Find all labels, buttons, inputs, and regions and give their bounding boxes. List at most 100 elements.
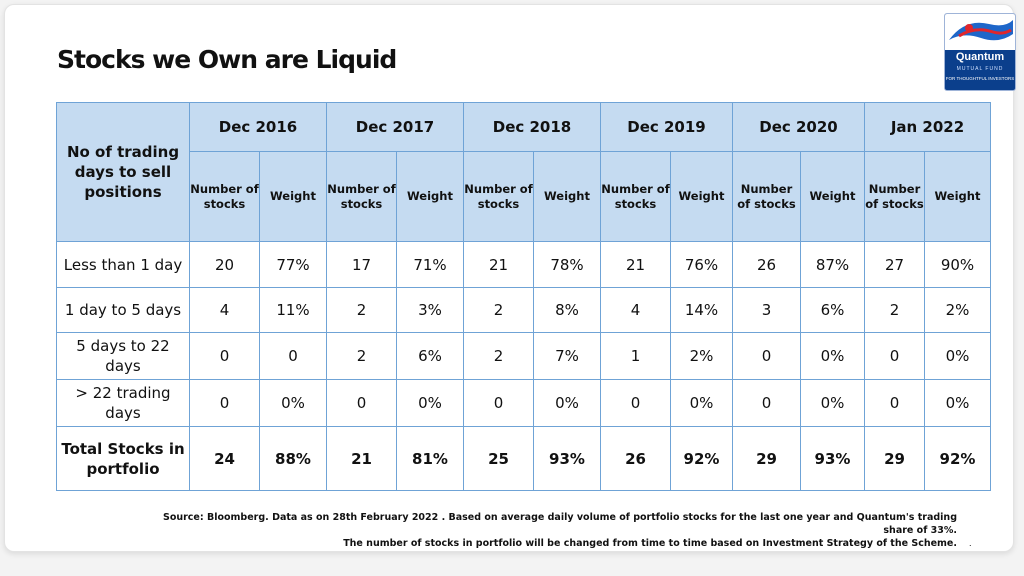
row-label: > 22 trading days: [56, 379, 190, 427]
stock-count-cell: 0: [189, 379, 260, 427]
weight-cell: 71%: [396, 241, 464, 288]
column-header: Weight: [259, 151, 327, 242]
column-header: Number of stocks: [463, 151, 534, 242]
weight-cell: 0%: [670, 379, 733, 427]
stock-count-cell: 17: [326, 241, 397, 288]
weight-cell: 92%: [923, 426, 992, 491]
stock-count-cell: 0: [326, 379, 397, 427]
weight-cell: 76%: [670, 241, 733, 288]
total-row: Total Stocks in portfolio 24 88% 21 81% 25 93%…: [56, 426, 992, 491]
stock-count-cell: 24: [189, 426, 260, 491]
weight-cell: 6%: [396, 332, 464, 380]
weight-cell: 88%: [259, 426, 327, 491]
column-header: Weight: [800, 151, 865, 242]
column-header: Weight: [533, 151, 601, 242]
weight-cell: 3%: [396, 287, 464, 333]
weight-cell: 7%: [533, 332, 601, 380]
column-header: Number of stocks: [864, 151, 925, 242]
stock-count-cell: 20: [189, 241, 260, 288]
source-note: Source: Bloomberg. Data as on 28th Febru…: [137, 511, 957, 550]
weight-cell: 93%: [800, 426, 865, 491]
weight-cell: 11%: [259, 287, 327, 333]
quantum-logo: Quantum MUTUAL FUND FOR THOUGHTFUL INVES…: [944, 13, 1016, 91]
logo-emblem-icon: [945, 14, 1015, 50]
row-label: 1 day to 5 days: [56, 287, 190, 333]
year-header-row: No of trading days to sell positions Dec…: [56, 102, 992, 242]
stock-count-cell: 2: [326, 332, 397, 380]
year-header: Dec 2017: [326, 102, 464, 152]
weight-cell: 8%: [533, 287, 601, 333]
stock-count-cell: 2: [864, 287, 925, 333]
weight-cell: 0%: [259, 379, 327, 427]
stock-count-cell: 2: [463, 332, 534, 380]
stock-count-cell: 0: [864, 332, 925, 380]
weight-cell: 78%: [533, 241, 601, 288]
stock-count-cell: 26: [732, 241, 801, 288]
stock-count-cell: 29: [864, 426, 925, 491]
weight-cell: 0%: [396, 379, 464, 427]
column-header: Weight: [396, 151, 464, 242]
column-header: Number of stocks: [189, 151, 260, 242]
year-header: Dec 2019: [600, 102, 733, 152]
row-label: 5 days to 22 days: [56, 332, 190, 380]
stock-count-cell: 4: [189, 287, 260, 333]
trailing-mark: .: [969, 538, 972, 548]
row-label: Total Stocks in portfolio: [56, 426, 190, 491]
year-header: Dec 2020: [732, 102, 865, 152]
weight-cell: 0%: [800, 332, 865, 380]
column-header: Number of stocks: [600, 151, 671, 242]
stock-count-cell: 0: [864, 379, 925, 427]
stock-count-cell: 0: [189, 332, 260, 380]
liquidity-table: No of trading days to sell positions Dec…: [56, 102, 992, 491]
stock-count-cell: 21: [326, 426, 397, 491]
slide: Stocks we Own are Liquid Quantum MUTUAL …: [4, 4, 1016, 552]
stock-count-cell: 2: [326, 287, 397, 333]
weight-cell: 0%: [923, 379, 992, 427]
stock-count-cell: 2: [463, 287, 534, 333]
stock-count-cell: 25: [463, 426, 534, 491]
corner-header: No of trading days to sell positions: [56, 102, 190, 242]
table-body: Less than 1 day 20 77% 17 71% 21 78% 21 76% 26 87%…: [56, 241, 992, 491]
stock-count-cell: 0: [600, 379, 671, 427]
weight-cell: 6%: [800, 287, 865, 333]
column-header: Number of stocks: [732, 151, 801, 242]
table-row: 1 day to 5 days 4 11% 2 3% 2 8% 4 14% 3 6% 2 2%: [56, 287, 992, 333]
column-header: Weight: [923, 151, 992, 242]
table-row: Less than 1 day 20 77% 17 71% 21 78% 21 76% 26 87%…: [56, 241, 992, 288]
year-header: Dec 2016: [189, 102, 327, 152]
stock-count-cell: 0: [732, 379, 801, 427]
weight-cell: 2%: [923, 287, 992, 333]
stock-count-cell: 4: [600, 287, 671, 333]
source-line-2: The number of stocks in portfolio will b…: [343, 538, 957, 549]
stock-count-cell: 26: [600, 426, 671, 491]
weight-cell: 81%: [396, 426, 464, 491]
stock-count-cell: 21: [463, 241, 534, 288]
weight-cell: 87%: [800, 241, 865, 288]
stock-count-cell: 27: [864, 241, 925, 288]
weight-cell: 0%: [800, 379, 865, 427]
year-header: Jan 2022: [863, 102, 992, 152]
row-label: Less than 1 day: [56, 241, 190, 288]
column-header: Number of stocks: [326, 151, 397, 242]
page-title: Stocks we Own are Liquid: [57, 45, 397, 74]
logo-tagline: FOR THOUGHTFUL INVESTORS: [945, 76, 1015, 81]
stock-count-cell: 21: [600, 241, 671, 288]
stock-count-cell: 1: [600, 332, 671, 380]
year-header: Dec 2018: [463, 102, 601, 152]
weight-cell: 92%: [670, 426, 733, 491]
stock-count-cell: 29: [732, 426, 801, 491]
logo-name: Quantum: [955, 51, 1005, 63]
table-row: > 22 trading days 0 0% 0 0% 0 0% 0 0% 0 0% 0 0%: [56, 379, 992, 427]
column-header: Weight: [670, 151, 733, 242]
weight-cell: 14%: [670, 287, 733, 333]
weight-cell: 93%: [533, 426, 601, 491]
weight-cell: 90%: [923, 241, 992, 288]
stock-count-cell: 0: [732, 332, 801, 380]
stock-count-cell: 0: [463, 379, 534, 427]
weight-cell: 0%: [533, 379, 601, 427]
sub-header-row: Number of stocks Weight Number of stocks…: [57, 151, 992, 242]
table-row: 5 days to 22 days 0 0 2 6% 2 7% 1 2% 0 0% 0 0%: [56, 332, 992, 380]
logo-subtitle: MUTUAL FUND: [956, 66, 1004, 72]
stock-count-cell: 3: [732, 287, 801, 333]
weight-cell: 0%: [923, 332, 992, 380]
